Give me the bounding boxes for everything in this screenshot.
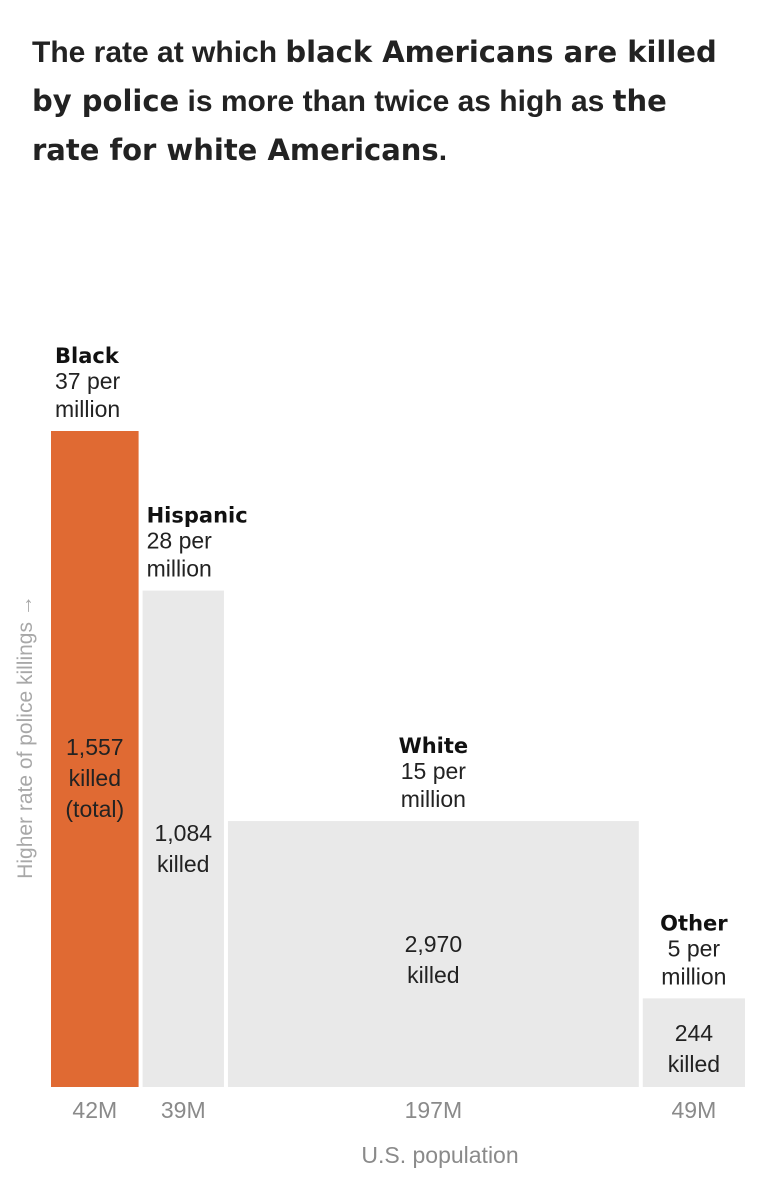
chart-title: The rate at which black Americans are ki… bbox=[32, 28, 742, 175]
x-tick-white: 197M bbox=[405, 1097, 463, 1123]
killed-label-hispanic: 1,084 bbox=[154, 820, 212, 846]
bar-other bbox=[642, 998, 745, 1087]
category-label-white: White bbox=[399, 734, 469, 758]
title-text-1: The rate at which bbox=[32, 36, 286, 69]
killed-label-black: 1,557 bbox=[66, 734, 124, 760]
killed-label-black: (total) bbox=[65, 796, 124, 822]
rate-label-white: 15 per bbox=[401, 758, 467, 784]
rate-label-white: million bbox=[401, 786, 466, 812]
category-label-hispanic: Hispanic bbox=[147, 504, 248, 528]
x-tick-hispanic: 39M bbox=[161, 1097, 206, 1123]
title-text-3: . bbox=[438, 134, 448, 167]
killed-label-other: killed bbox=[668, 1051, 720, 1077]
rate-label-black: million bbox=[55, 396, 120, 422]
killed-label-white: 2,970 bbox=[405, 931, 463, 957]
rate-label-other: million bbox=[661, 963, 726, 989]
killed-label-black: killed bbox=[69, 765, 121, 791]
rate-label-black: 37 per bbox=[55, 368, 121, 394]
killed-label-hispanic: killed bbox=[157, 851, 209, 877]
killed-label-other: 244 bbox=[675, 1020, 714, 1046]
x-tick-other: 49M bbox=[672, 1097, 717, 1123]
rate-label-hispanic: million bbox=[147, 556, 212, 582]
rate-label-hispanic: 28 per bbox=[147, 528, 213, 554]
category-label-black: Black bbox=[55, 344, 120, 368]
killed-label-white: killed bbox=[407, 962, 459, 988]
x-tick-black: 42M bbox=[72, 1097, 117, 1123]
rate-label-other: 5 per bbox=[668, 935, 721, 961]
bar-hispanic bbox=[142, 590, 224, 1087]
category-label-other: Other bbox=[660, 911, 728, 935]
bar-white bbox=[227, 821, 639, 1087]
title-text-2: is more than twice as high as bbox=[179, 85, 613, 118]
x-axis-label: U.S. population bbox=[361, 1142, 518, 1168]
bar-black bbox=[51, 431, 139, 1087]
title-bold-1: black Americans are killed by police bbox=[32, 35, 717, 118]
title-bold-2: the rate for white Americans bbox=[32, 84, 667, 167]
